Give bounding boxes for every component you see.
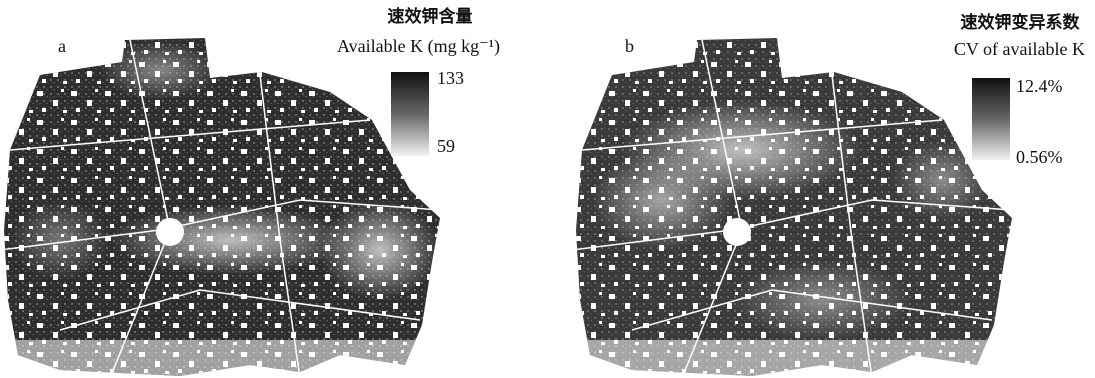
panel-label: a [58, 36, 66, 56]
legend-max: 133 [437, 68, 464, 88]
legend-min: 59 [437, 136, 455, 156]
page: {"panels": [ {"label": "a", "title_zh": … [0, 0, 1095, 378]
title-zh: 速效钾含量 [388, 6, 473, 27]
color-scale [391, 72, 429, 156]
figure: a 速效钾含量 Available K (mg kg⁻¹) 133 59 b 速… [0, 0, 1095, 378]
map-b [572, 30, 1022, 378]
title-en: Available K (mg kg⁻¹) [337, 36, 500, 57]
title-en: CV of available K [954, 39, 1085, 59]
map-a [0, 30, 450, 378]
panel-label: b [625, 36, 634, 56]
legend-min: 0.56% [1016, 147, 1063, 167]
title-zh: 速效钾变异系数 [961, 12, 1081, 33]
color-scale [972, 78, 1010, 160]
legend-max: 12.4% [1016, 76, 1063, 96]
